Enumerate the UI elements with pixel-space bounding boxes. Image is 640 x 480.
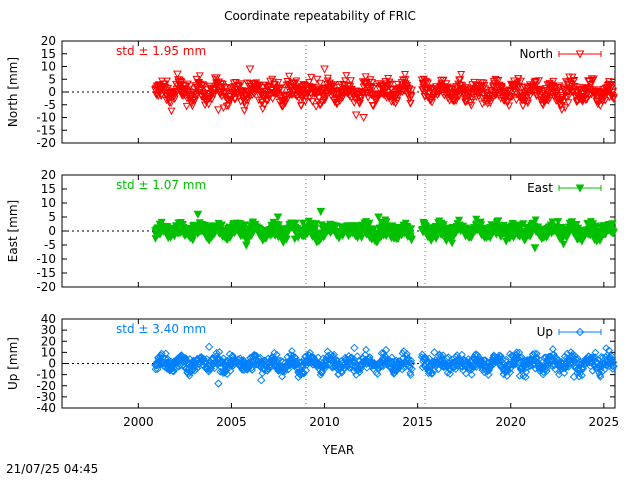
y-tick-label: 20 — [41, 334, 56, 348]
series-points — [151, 71, 618, 116]
y-tick-label: -20 — [36, 280, 56, 294]
series-east — [151, 215, 618, 249]
std-label: std ± 1.07 mm — [116, 178, 206, 192]
outlier-point — [312, 75, 322, 84]
outlier-point — [241, 241, 251, 250]
y-tick-label: 20 — [41, 34, 56, 48]
y-axis-label: North [mm] — [6, 57, 20, 127]
y-tick-label: -15 — [36, 123, 56, 137]
y-tick-label: -5 — [44, 98, 56, 112]
outlier-point — [173, 70, 182, 79]
outlier-point — [351, 111, 361, 120]
x-tick-label: 2010 — [309, 415, 340, 429]
legend-label: Up — [537, 325, 553, 339]
outlier-point — [320, 65, 329, 74]
y-tick-label: 15 — [41, 182, 56, 196]
y-tick-label: 20 — [41, 168, 56, 182]
legend-marker — [575, 184, 585, 193]
y-tick-label: -20 — [36, 379, 56, 393]
y-tick-label: 10 — [41, 196, 56, 210]
outlier-point — [430, 348, 439, 357]
y-tick-label: -15 — [36, 266, 56, 280]
std-label: std ± 1.95 mm — [116, 44, 206, 58]
y-tick-label: -5 — [44, 238, 56, 252]
outlier-point — [204, 342, 214, 352]
std-label: std ± 3.40 mm — [116, 322, 206, 336]
legend-label: East — [527, 181, 553, 195]
x-tick-label: 2025 — [589, 415, 620, 429]
chart-title: Coordinate repeatability of FRIC — [224, 9, 416, 23]
outlier-point — [374, 213, 383, 222]
outlier-point — [273, 213, 283, 222]
outlier-point — [316, 207, 326, 216]
outlier-point — [214, 379, 223, 388]
outlier-point — [245, 65, 255, 74]
y-tick-label: -30 — [36, 390, 56, 404]
outlier-point — [484, 370, 493, 379]
outlier-point — [590, 235, 599, 244]
outlier-point — [350, 343, 359, 353]
legend-label: North — [519, 47, 553, 61]
series-points — [151, 215, 618, 249]
y-tick-label: -20 — [36, 136, 56, 150]
outlier-point — [359, 114, 368, 123]
y-tick-label: -40 — [36, 401, 56, 415]
outlier-point — [381, 345, 391, 355]
y-tick-label: 0 — [48, 224, 56, 238]
y-tick-label: 5 — [48, 210, 56, 224]
legend-marker — [575, 327, 585, 337]
y-tick-label: -10 — [36, 252, 56, 266]
y-axis-label: Up [mm] — [6, 337, 20, 390]
y-tick-label: 0 — [48, 85, 56, 99]
y-tick-label: 10 — [41, 60, 56, 74]
series-points — [151, 344, 618, 381]
timestamp: 21/07/25 04:45 — [6, 462, 99, 476]
x-tick-label: 2020 — [495, 415, 526, 429]
y-tick-label: 30 — [41, 323, 56, 337]
y-tick-label: 0 — [48, 357, 56, 371]
y-tick-label: -10 — [36, 111, 56, 125]
y-axis-label: East [mm] — [6, 200, 20, 262]
x-tick-label: 2015 — [402, 415, 433, 429]
y-tick-label: 10 — [41, 345, 56, 359]
outlier-point — [569, 372, 579, 382]
x-axis-label: YEAR — [322, 443, 354, 457]
x-tick-label: 2000 — [123, 415, 154, 429]
outlier-point — [530, 244, 540, 253]
series-north — [151, 71, 618, 116]
y-tick-label: 15 — [41, 47, 56, 61]
legend-marker — [575, 50, 585, 59]
y-tick-label: 40 — [41, 312, 56, 326]
y-tick-label: -10 — [36, 368, 56, 382]
y-tick-label: 5 — [48, 72, 56, 86]
outlier-point — [193, 210, 203, 219]
series-up — [151, 344, 618, 381]
outlier-point — [257, 375, 266, 385]
outlier-point — [294, 372, 303, 382]
outlier-point — [214, 106, 223, 115]
x-tick-label: 2005 — [216, 415, 247, 429]
